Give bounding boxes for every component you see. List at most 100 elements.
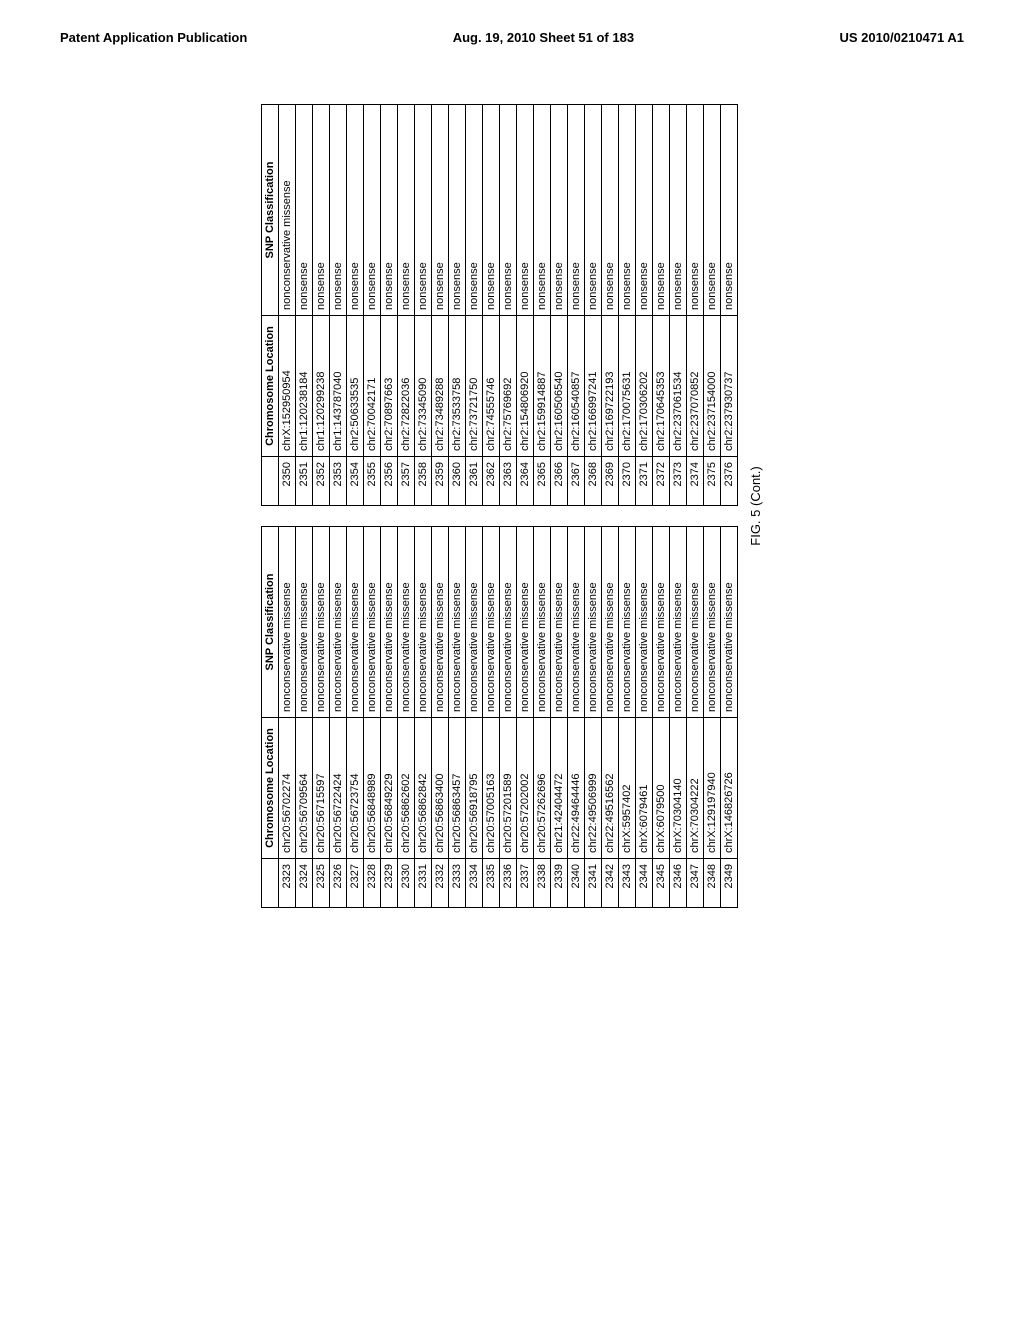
cell-location: chr20:57262696 — [534, 718, 551, 859]
cell-location: chr1:120299238 — [313, 316, 330, 457]
cell-classification: nonsense — [551, 105, 568, 316]
cell-location: chr20:57202002 — [517, 718, 534, 859]
table-row: 2370chr2:170075631nonsense — [619, 105, 636, 506]
cell-index: 2337 — [517, 859, 534, 908]
table-row: 2334chr20:56918795nonconservative missen… — [466, 527, 483, 908]
cell-index: 2354 — [347, 457, 364, 506]
table-row: 2352chr1:120299238nonsense — [313, 105, 330, 506]
table-row: 2372chr2:170645353nonsense — [653, 105, 670, 506]
cell-index: 2341 — [585, 859, 602, 908]
cell-index: 2329 — [381, 859, 398, 908]
cell-location: chr2:160540857 — [568, 316, 585, 457]
cell-classification: nonsense — [568, 105, 585, 316]
cell-location: chrX:70304140 — [670, 718, 687, 859]
cell-index: 2339 — [551, 859, 568, 908]
cell-classification: nonsense — [432, 105, 449, 316]
cell-location: chrX:146826726 — [721, 718, 738, 859]
cell-index: 2364 — [517, 457, 534, 506]
cell-classification: nonconservative missense — [534, 527, 551, 718]
table-row: 2358chr2:73345090nonsense — [415, 105, 432, 506]
cell-classification: nonsense — [483, 105, 500, 316]
table-row: 2369chr2:169722193nonsense — [602, 105, 619, 506]
cell-classification: nonconservative missense — [296, 527, 313, 718]
cell-location: chr22:49464446 — [568, 718, 585, 859]
cell-location: chr20:56863457 — [449, 718, 466, 859]
table-row: 2351chr1:120238184nonsense — [296, 105, 313, 506]
cell-location: chr20:56715597 — [313, 718, 330, 859]
cell-index: 2360 — [449, 457, 466, 506]
cell-index: 2331 — [415, 859, 432, 908]
cell-index: 2370 — [619, 457, 636, 506]
cell-index: 2353 — [330, 457, 347, 506]
table-row: 2326chr20:56722424nonconservative missen… — [330, 527, 347, 908]
table-row: 2356chr2:70897663nonsense — [381, 105, 398, 506]
cell-classification: nonsense — [636, 105, 653, 316]
table-row: 2340chr22:49464446nonconservative missen… — [568, 527, 585, 908]
cell-location: chr2:50633535 — [347, 316, 364, 457]
cell-location: chrX:6079461 — [636, 718, 653, 859]
cell-location: chr2:159914887 — [534, 316, 551, 457]
table-row: 2339chr21:42404472nonconservative missen… — [551, 527, 568, 908]
cell-index: 2327 — [347, 859, 364, 908]
table-row: 2328chr20:56848989nonconservative missen… — [364, 527, 381, 908]
header-center: Aug. 19, 2010 Sheet 51 of 183 — [453, 30, 634, 45]
header-right: US 2010/0210471 A1 — [839, 30, 964, 45]
table-header-row: Chromosome Location SNP Classification — [262, 105, 279, 506]
cell-classification: nonsense — [585, 105, 602, 316]
cell-index: 2376 — [721, 457, 738, 506]
cell-classification: nonsense — [704, 105, 721, 316]
table-row: 2359chr2:73489288nonsense — [432, 105, 449, 506]
cell-classification: nonsense — [721, 105, 738, 316]
table-row: 2345chrX:6079500nonconservative missense — [653, 527, 670, 908]
cell-classification: nonsense — [534, 105, 551, 316]
snp-table-1: Chromosome Location SNP Classification 2… — [261, 526, 738, 908]
cell-location: chr20:56918795 — [466, 718, 483, 859]
table-row: 2325chr20:56715597nonconservative missen… — [313, 527, 330, 908]
cell-location: chr2:166997241 — [585, 316, 602, 457]
table-row: 2338chr20:57262696nonconservative missen… — [534, 527, 551, 908]
cell-location: chr1:120238184 — [296, 316, 313, 457]
cell-classification: nonconservative missense — [721, 527, 738, 718]
cell-index: 2352 — [313, 457, 330, 506]
cell-location: chr2:170075631 — [619, 316, 636, 457]
col-classification: SNP Classification — [262, 527, 279, 718]
cell-classification: nonsense — [398, 105, 415, 316]
cell-classification: nonconservative missense — [636, 527, 653, 718]
cell-classification: nonconservative missense — [551, 527, 568, 718]
table-row: 2329chr20:56849229nonconservative missen… — [381, 527, 398, 908]
table-row: 2355chr2:70042171nonsense — [364, 105, 381, 506]
cell-index: 2363 — [500, 457, 517, 506]
cell-classification: nonsense — [347, 105, 364, 316]
cell-location: chrX:5957402 — [619, 718, 636, 859]
cell-location: chr21:42404472 — [551, 718, 568, 859]
cell-classification: nonconservative missense — [585, 527, 602, 718]
cell-classification: nonconservative missense — [602, 527, 619, 718]
cell-classification: nonconservative missense — [364, 527, 381, 718]
cell-index: 2372 — [653, 457, 670, 506]
table-row: 2371chr2:170306202nonsense — [636, 105, 653, 506]
cell-location: chr20:56849229 — [381, 718, 398, 859]
cell-location: chr2:154806920 — [517, 316, 534, 457]
col-index — [262, 457, 279, 506]
cell-location: chrX:152950954 — [279, 316, 296, 457]
table-row: 2357chr2:72822036nonsense — [398, 105, 415, 506]
content-area: Chromosome Location SNP Classification 2… — [0, 55, 1024, 957]
cell-classification: nonsense — [313, 105, 330, 316]
cell-classification: nonsense — [381, 105, 398, 316]
table-row: 2331chr20:56862842nonconservative missen… — [415, 527, 432, 908]
cell-location: chr1:143787040 — [330, 316, 347, 457]
cell-classification: nonsense — [364, 105, 381, 316]
cell-classification: nonsense — [602, 105, 619, 316]
rotated-tables: Chromosome Location SNP Classification 2… — [261, 104, 763, 908]
cell-location: chr20:56723754 — [347, 718, 364, 859]
cell-classification: nonconservative missense — [415, 527, 432, 718]
cell-location: chr2:170306202 — [636, 316, 653, 457]
table-row: 2323chr20:56702274nonconservative missen… — [279, 527, 296, 908]
col-index — [262, 859, 279, 908]
cell-classification: nonsense — [619, 105, 636, 316]
cell-location: chr2:73533758 — [449, 316, 466, 457]
cell-location: chr2:170645353 — [653, 316, 670, 457]
table-row: 2376chr2:237930737nonsense — [721, 105, 738, 506]
table-row: 2350chrX:152950954nonconservative missen… — [279, 105, 296, 506]
cell-index: 2357 — [398, 457, 415, 506]
